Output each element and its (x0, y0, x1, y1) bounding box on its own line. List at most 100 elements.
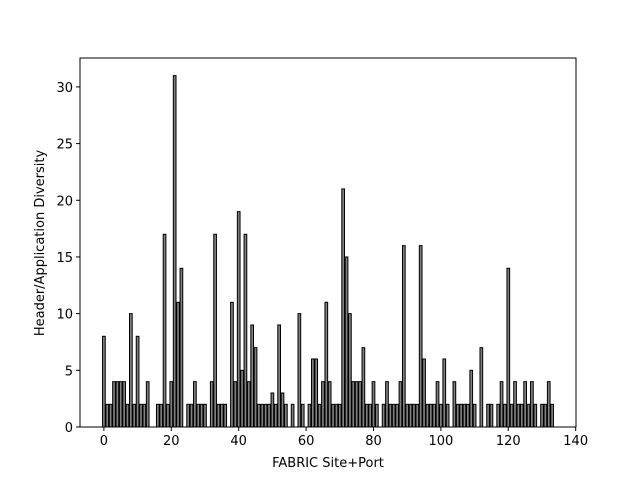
bar (469, 369, 474, 428)
x-tick-label: 60 (298, 434, 315, 449)
y-tick-label: 25 (56, 138, 73, 153)
bar (142, 403, 147, 428)
y-tick-label: 5 (65, 364, 73, 379)
bar (132, 403, 137, 428)
bar (176, 301, 180, 428)
bar (550, 403, 554, 428)
bar (425, 403, 430, 428)
bar (361, 347, 366, 428)
bar (108, 403, 113, 428)
bar (523, 381, 527, 428)
bar (351, 381, 356, 428)
bar (405, 403, 410, 428)
bar (307, 403, 312, 428)
x-tick-label: 0 (100, 434, 108, 449)
bar (459, 403, 463, 428)
bar (213, 233, 217, 428)
bar (385, 381, 389, 428)
bar (250, 324, 255, 428)
bar (331, 403, 335, 428)
bar (428, 403, 433, 428)
bar (506, 267, 511, 428)
bar (358, 381, 362, 428)
bar (253, 347, 258, 428)
bar (203, 403, 207, 428)
bar (112, 381, 116, 428)
bar (442, 358, 447, 428)
bar (348, 313, 352, 428)
x-tick-label: 80 (365, 434, 382, 449)
bar (267, 403, 271, 428)
bar (435, 381, 440, 428)
bar (391, 403, 396, 428)
bar (388, 403, 393, 428)
bar (439, 403, 443, 428)
bar (375, 403, 379, 428)
bar (489, 403, 494, 428)
bar (145, 381, 150, 428)
bar (530, 381, 534, 428)
bar (290, 403, 295, 428)
bar (189, 403, 194, 428)
bar (186, 403, 190, 428)
bar (344, 256, 349, 428)
bar (533, 403, 538, 428)
bar (354, 381, 359, 428)
bar (466, 403, 470, 428)
bar (455, 403, 460, 428)
bar (243, 233, 248, 428)
bar (270, 392, 275, 428)
bar (125, 403, 130, 428)
bar (540, 403, 544, 428)
bar (284, 403, 288, 428)
plot-frame (79, 57, 577, 428)
bar (422, 358, 426, 428)
bar (277, 324, 281, 428)
bar (341, 188, 346, 428)
bar (412, 403, 416, 428)
bar (381, 403, 386, 428)
bar (162, 233, 167, 428)
bar (432, 403, 437, 428)
bar (196, 403, 201, 428)
bar (273, 403, 278, 428)
y-tick-label: 10 (56, 308, 73, 323)
bar (398, 381, 403, 428)
bar (263, 403, 268, 428)
x-tick-label: 120 (496, 434, 521, 449)
bar (246, 381, 251, 428)
bar (395, 403, 399, 428)
bar (371, 381, 376, 428)
bar (408, 403, 413, 428)
bar (513, 381, 517, 428)
bar (297, 313, 302, 428)
bar (236, 211, 241, 428)
bar (368, 403, 372, 428)
bar (115, 381, 120, 428)
bar (452, 381, 457, 428)
bar (314, 358, 319, 428)
bar (337, 403, 342, 428)
bar (519, 403, 524, 428)
bar (216, 403, 221, 428)
bar (472, 403, 477, 428)
bar (499, 381, 504, 428)
bar (509, 403, 514, 428)
bar (135, 335, 140, 428)
bar (546, 381, 551, 428)
bar (260, 403, 265, 428)
bar (486, 403, 490, 428)
bar (172, 75, 177, 428)
bar (139, 403, 143, 428)
bar (364, 403, 369, 428)
bar (334, 403, 339, 428)
x-tick-label: 140 (563, 434, 588, 449)
x-axis-label: FABRIC Site+Port (272, 456, 384, 471)
y-tick-label: 20 (56, 194, 73, 209)
bar (118, 381, 123, 428)
bar (102, 335, 106, 428)
bar (230, 301, 234, 428)
bar (209, 381, 214, 428)
bar (503, 403, 507, 428)
